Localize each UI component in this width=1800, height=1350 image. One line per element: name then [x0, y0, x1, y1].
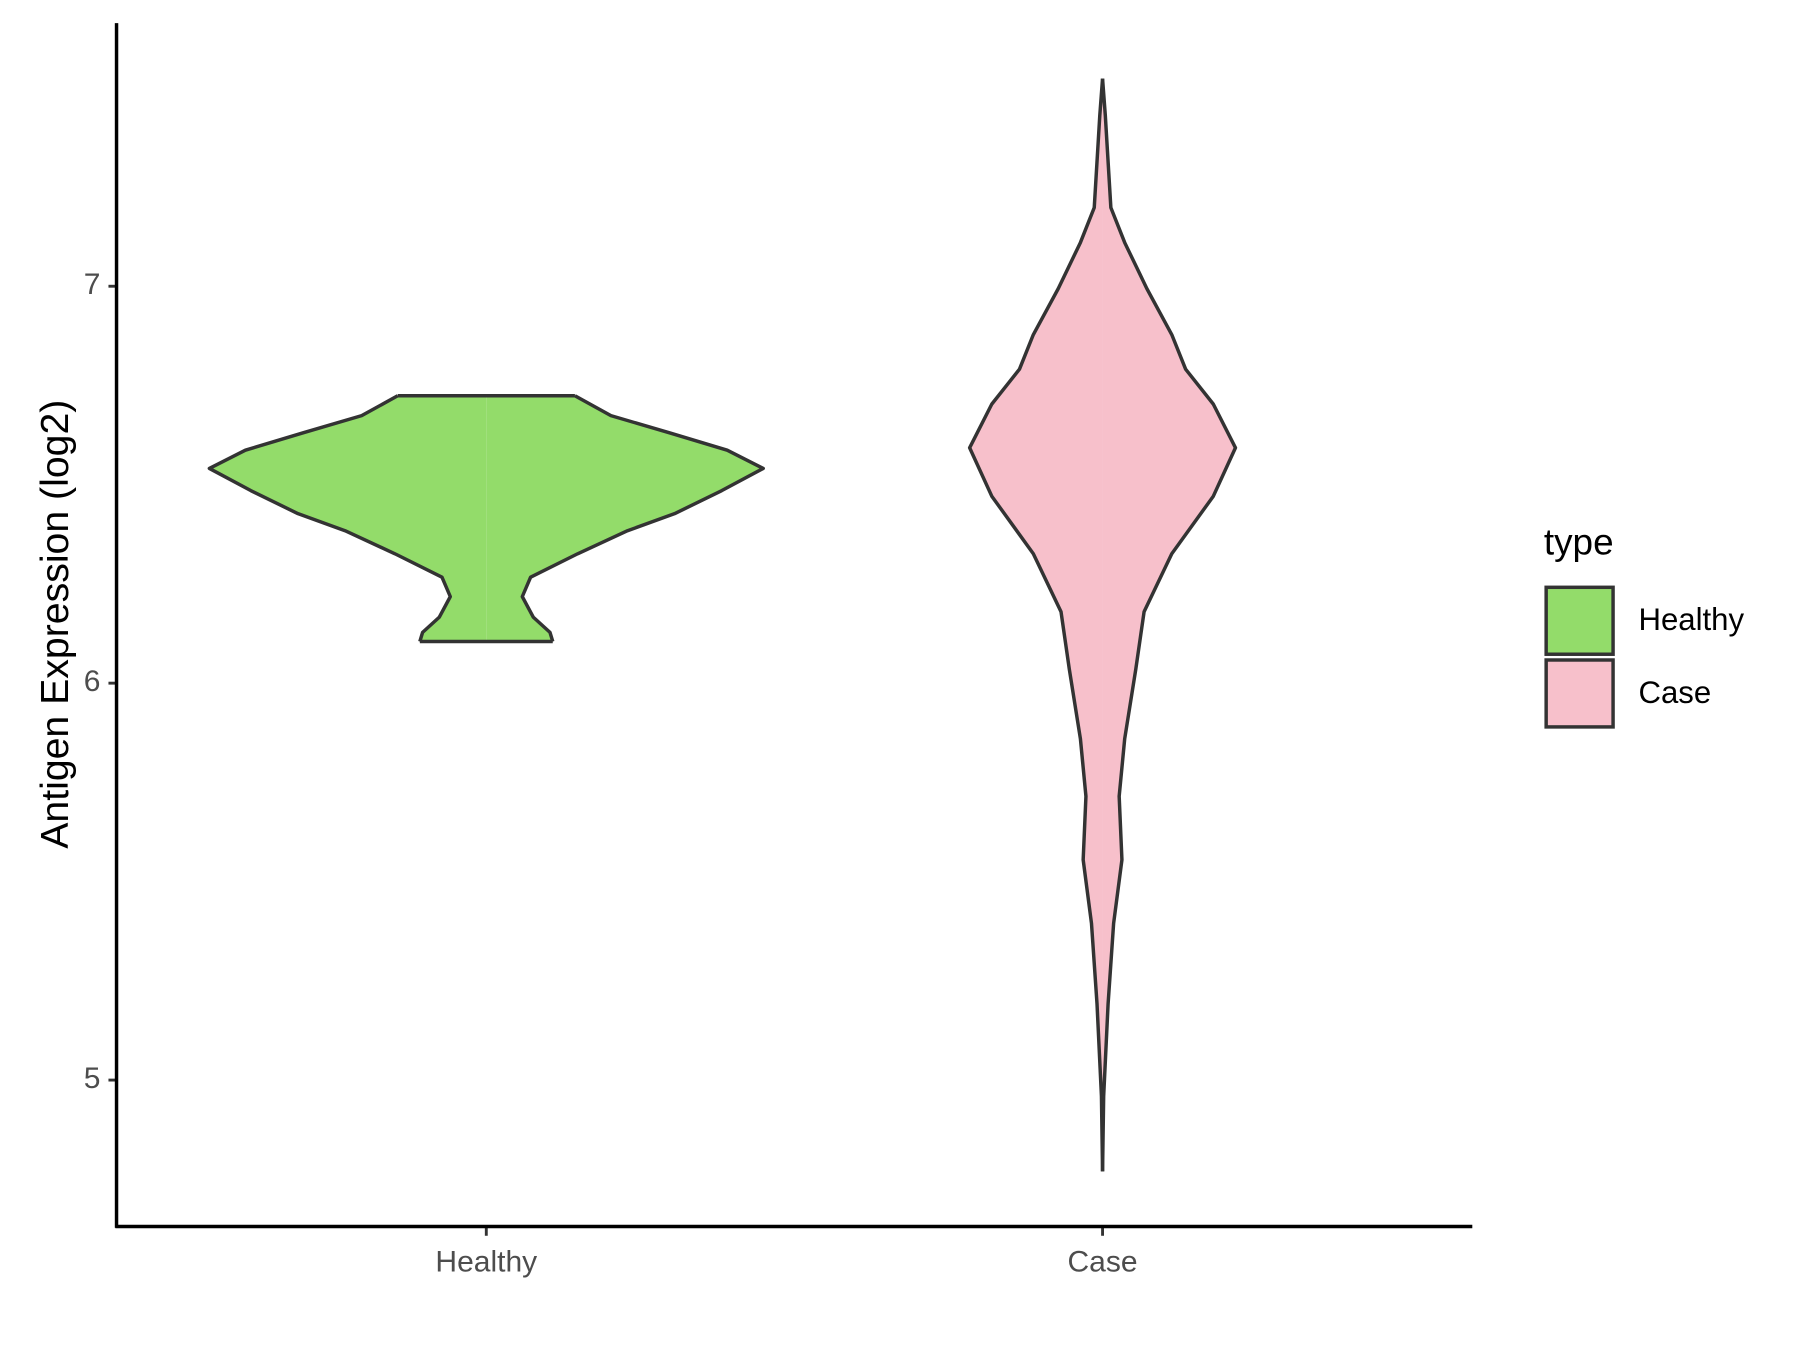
violin-outline — [520, 394, 765, 642]
x-tick-label: Healthy — [435, 1245, 537, 1278]
violin-fill — [486, 395, 764, 642]
legend-label: Case — [1638, 675, 1711, 710]
legend-label: Healthy — [1638, 602, 1744, 637]
y-tick-label: 5 — [84, 1062, 101, 1095]
violin-outline — [207, 394, 453, 642]
y-tick-label: 6 — [84, 665, 101, 698]
y-axis-title: Antigen Expression (log2) — [33, 400, 77, 849]
violin-outline — [967, 78, 1105, 1172]
violin-fill — [969, 78, 1103, 1172]
violin-fill — [209, 395, 487, 642]
violin-outline — [1100, 78, 1238, 1172]
x-tick-label: Case — [1068, 1245, 1138, 1278]
legend-key — [1544, 658, 1615, 729]
legend-key — [1544, 585, 1615, 656]
legend-title: type — [1544, 521, 1614, 562]
violin-fill — [1102, 78, 1236, 1172]
y-tick-label: 7 — [84, 268, 101, 301]
